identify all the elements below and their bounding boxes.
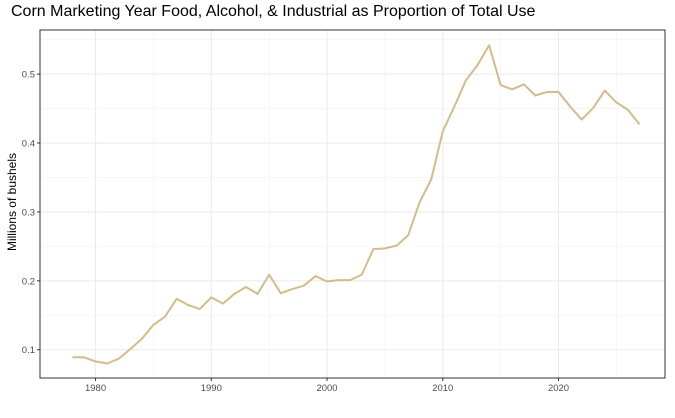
y-tick-label: 0.2 — [22, 276, 35, 287]
chart-title: Corn Marketing Year Food, Alcohol, & Ind… — [11, 3, 536, 20]
y-tick-label: 0.4 — [22, 139, 35, 150]
x-tick-label: 2000 — [316, 383, 337, 394]
x-tick-label: 1980 — [85, 383, 106, 394]
x-tick-label: 2010 — [432, 383, 453, 394]
x-tick-label: 2020 — [548, 383, 569, 394]
y-tick-label: 0.1 — [22, 345, 35, 356]
data-line — [72, 44, 641, 365]
y-tick-label: 0.3 — [22, 207, 35, 218]
plot-border — [39, 29, 666, 379]
y-tick-label: 0.5 — [22, 70, 35, 81]
plot-panel — [40, 30, 665, 378]
x-tick-label: 1990 — [201, 383, 222, 394]
